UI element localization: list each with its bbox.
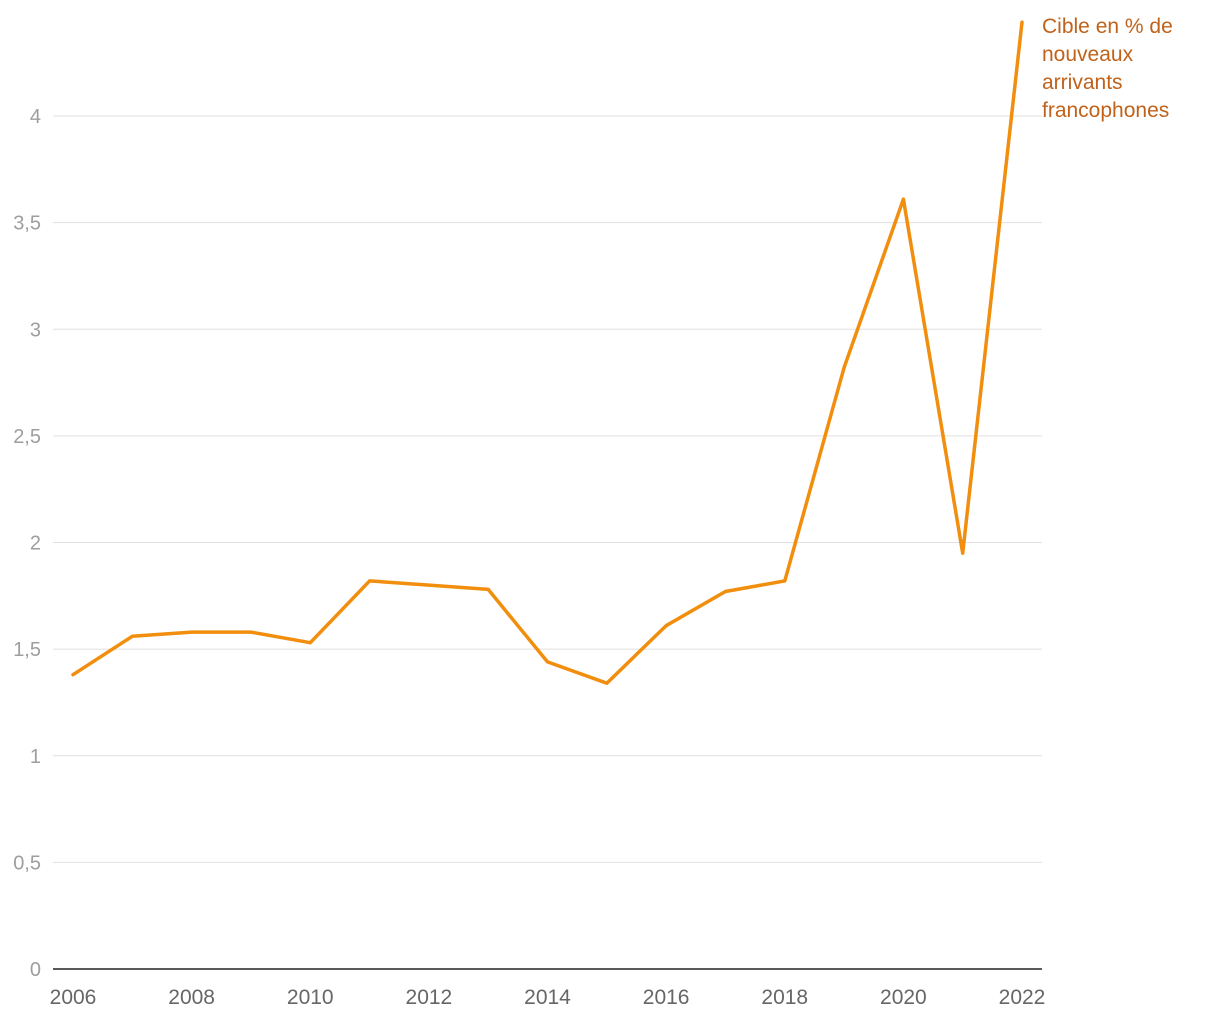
data-point xyxy=(130,634,134,638)
y-tick-label: 2,5 xyxy=(13,426,41,448)
data-point xyxy=(190,630,194,634)
y-tick-label: 0,5 xyxy=(13,852,41,874)
x-axis-ticks: 2006 2008 2010 2012 2014 2016 2018 2020 2022 xyxy=(50,986,1046,1009)
y-tick-label: 3,5 xyxy=(13,213,41,235)
series-labels: Cible en % de nouveaux arrivants francophon… xyxy=(1042,15,1173,122)
series-label-line: arrivants xyxy=(1042,71,1123,94)
series-label: Cible en % de nouveaux arrivants francophon… xyxy=(1042,15,1173,122)
data-point xyxy=(486,587,490,591)
x-tick-label: 2008 xyxy=(168,986,215,1009)
y-axis-ticks: 0 0,5 1 1,5 2 2,5 3 3,5 4 xyxy=(13,106,41,981)
data-point xyxy=(1020,20,1024,24)
data-point xyxy=(427,583,431,587)
x-tick-label: 2014 xyxy=(524,986,571,1009)
x-tick-label: 2018 xyxy=(761,986,808,1009)
x-tick-label: 2010 xyxy=(287,986,334,1009)
data-point xyxy=(664,624,668,628)
data-point xyxy=(546,660,549,664)
x-tick-label: 2022 xyxy=(999,986,1046,1009)
data-point xyxy=(308,641,312,645)
series-lines xyxy=(71,20,1024,685)
y-tick-label: 4 xyxy=(30,106,41,128)
y-tick-label: 2 xyxy=(30,533,41,555)
series-line xyxy=(71,20,1024,685)
y-tick-label: 1,5 xyxy=(13,639,41,661)
x-tick-label: 2016 xyxy=(643,986,690,1009)
y-tick-label: 3 xyxy=(30,319,41,341)
series-label-line: Cible en % de xyxy=(1042,15,1173,38)
data-point xyxy=(783,579,787,583)
data-point xyxy=(368,579,372,583)
x-tick-label: 2006 xyxy=(50,986,97,1009)
y-tick-label: 0 xyxy=(30,959,41,981)
data-point xyxy=(961,551,965,555)
x-tick-label: 2012 xyxy=(406,986,453,1009)
series-label-line: francophones xyxy=(1042,99,1169,122)
data-point xyxy=(901,197,905,201)
series-label-line: nouveaux xyxy=(1042,43,1134,66)
y-tick-label: 1 xyxy=(30,746,41,768)
data-point xyxy=(71,673,75,677)
data-point xyxy=(723,590,727,594)
data-point xyxy=(605,681,609,685)
data-point xyxy=(249,630,253,634)
gridlines xyxy=(53,115,1042,863)
x-tick-label: 2020 xyxy=(880,986,927,1009)
data-point xyxy=(842,366,846,370)
